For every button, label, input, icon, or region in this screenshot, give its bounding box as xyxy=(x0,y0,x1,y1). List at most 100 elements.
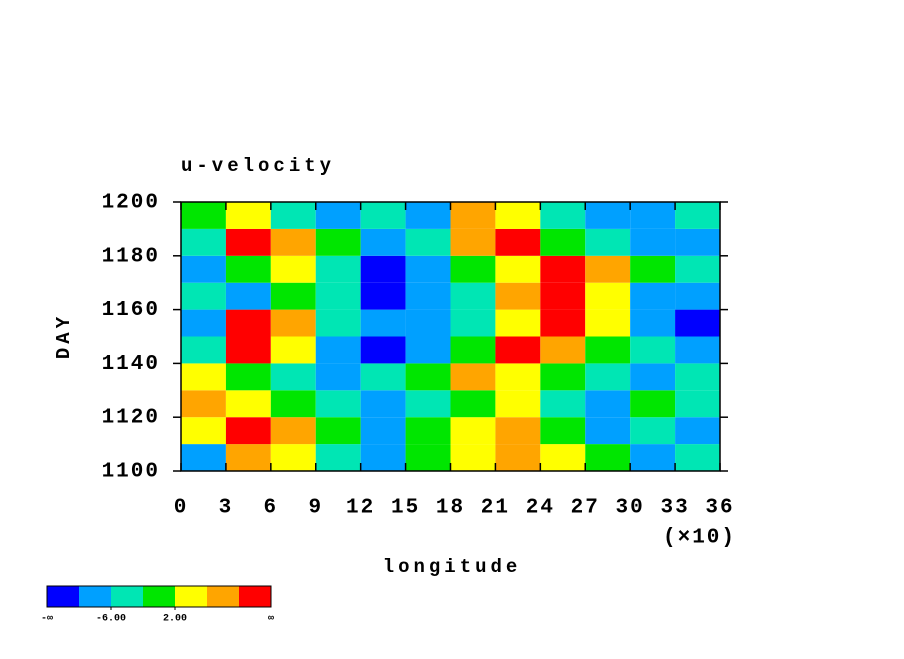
cell xyxy=(360,202,406,229)
x-tick-label: 0 xyxy=(174,497,189,520)
cell xyxy=(585,228,631,256)
cell xyxy=(360,336,406,364)
cell xyxy=(585,390,631,418)
cell xyxy=(270,282,316,310)
cell xyxy=(675,444,720,471)
colorbar-box xyxy=(79,586,111,607)
cell xyxy=(630,390,676,418)
cell xyxy=(630,309,676,337)
cell xyxy=(360,363,406,391)
x-tick-label: 33 xyxy=(660,497,689,520)
cell xyxy=(181,228,226,256)
cell xyxy=(360,282,406,310)
cell xyxy=(181,390,226,418)
cell xyxy=(360,390,406,418)
y-tick-label: 1140 xyxy=(102,353,160,376)
cell xyxy=(405,444,451,471)
cell xyxy=(315,444,361,471)
cell xyxy=(450,444,496,471)
cell xyxy=(405,390,451,418)
cell xyxy=(225,202,271,229)
cell xyxy=(675,417,720,445)
cell xyxy=(181,444,226,471)
cell xyxy=(675,363,720,391)
cell xyxy=(540,282,586,310)
x-tick-label: 18 xyxy=(436,497,465,520)
cell xyxy=(405,363,451,391)
cell xyxy=(360,417,406,445)
colorbar-label: -∞ xyxy=(41,614,53,625)
y-tick-label: 1160 xyxy=(102,299,160,322)
y-tick-label: 1120 xyxy=(102,407,160,430)
colorbar-box xyxy=(175,586,207,607)
cell xyxy=(225,363,271,391)
cell xyxy=(450,390,496,418)
cell xyxy=(495,228,541,256)
cell xyxy=(630,363,676,391)
cell xyxy=(225,444,271,471)
cell xyxy=(181,309,226,337)
cell xyxy=(181,202,226,229)
colorbar-label: ∞ xyxy=(268,614,274,625)
cell xyxy=(630,417,676,445)
cell xyxy=(630,255,676,283)
cell xyxy=(405,417,451,445)
cell xyxy=(630,228,676,256)
cell xyxy=(675,255,720,283)
cell xyxy=(270,228,316,256)
cell xyxy=(540,363,586,391)
x-tick-label: 12 xyxy=(346,497,375,520)
cell xyxy=(270,363,316,391)
cell xyxy=(540,309,586,337)
cell xyxy=(540,228,586,256)
x-tick-label: 3 xyxy=(219,497,234,520)
cell xyxy=(315,390,361,418)
cell xyxy=(585,336,631,364)
cell xyxy=(315,282,361,310)
cell xyxy=(360,444,406,471)
cell xyxy=(405,309,451,337)
cell xyxy=(630,282,676,310)
cell xyxy=(270,255,316,283)
cell xyxy=(540,255,586,283)
cell xyxy=(360,309,406,337)
cell xyxy=(585,417,631,445)
cell xyxy=(675,282,720,310)
x-tick-label: 9 xyxy=(308,497,323,520)
cell xyxy=(315,309,361,337)
cell xyxy=(540,444,586,471)
cell xyxy=(450,309,496,337)
x-tick-label: 30 xyxy=(616,497,645,520)
cell xyxy=(360,228,406,256)
cell xyxy=(405,228,451,256)
cell xyxy=(360,255,406,283)
cell xyxy=(630,202,676,229)
cell xyxy=(405,282,451,310)
cell xyxy=(181,282,226,310)
cell xyxy=(270,336,316,364)
cell xyxy=(540,390,586,418)
cell xyxy=(315,202,361,229)
cell xyxy=(315,336,361,364)
colorbar-label: -6.00 xyxy=(96,614,126,625)
x-tick-label: 27 xyxy=(571,497,600,520)
cell xyxy=(495,255,541,283)
x-tick-label: 15 xyxy=(391,497,420,520)
cell xyxy=(630,336,676,364)
cell xyxy=(585,255,631,283)
cell xyxy=(225,309,271,337)
cell xyxy=(405,336,451,364)
cell xyxy=(675,309,720,337)
colorbar-box xyxy=(111,586,143,607)
cell xyxy=(495,282,541,310)
cell xyxy=(225,282,271,310)
cell xyxy=(540,417,586,445)
cell xyxy=(585,282,631,310)
y-tick-label: 1200 xyxy=(102,192,160,215)
x-tick-label: 6 xyxy=(264,497,279,520)
y-tick-label: 1180 xyxy=(102,245,160,268)
x-tick-label: 21 xyxy=(481,497,510,520)
cell xyxy=(270,202,316,229)
cell xyxy=(675,228,720,256)
cell xyxy=(495,444,541,471)
